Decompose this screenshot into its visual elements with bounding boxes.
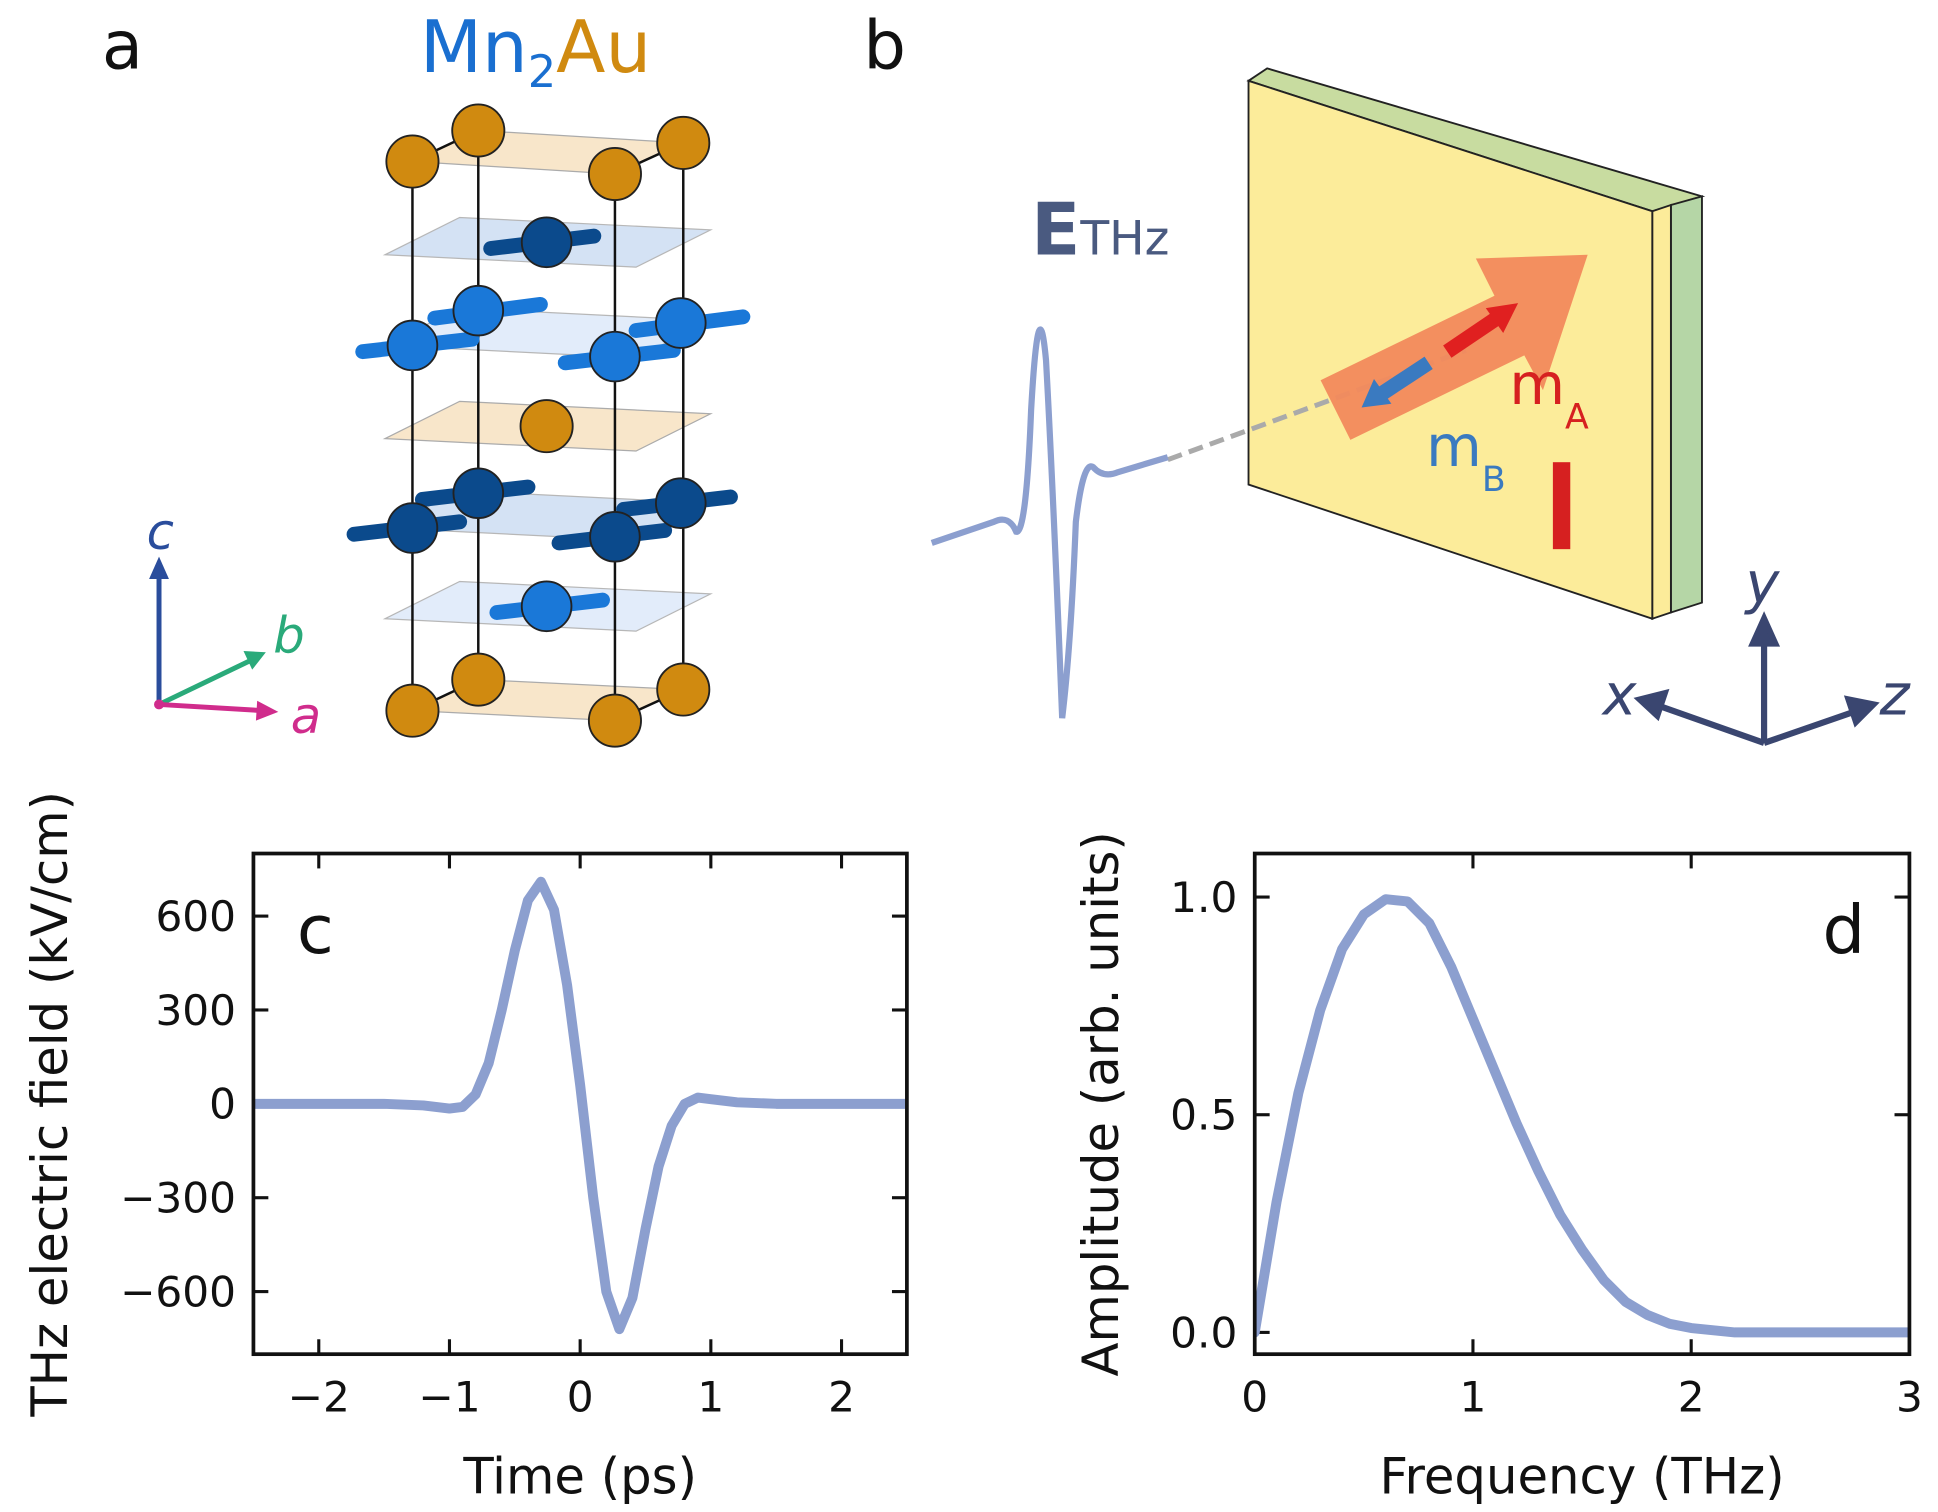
y-tick-label: 0.0 <box>1170 1308 1237 1357</box>
axis-label: x <box>1601 662 1638 728</box>
plot-area <box>253 876 907 1335</box>
x-axis-label: Frequency (THz) <box>1380 1447 1785 1505</box>
subscript: 2 <box>528 45 556 98</box>
mn-atom <box>452 467 505 520</box>
x-tick-label: 0 <box>1241 1372 1268 1421</box>
x-tick-label: 2 <box>1678 1372 1705 1421</box>
m-a-arrow <box>1443 311 1502 358</box>
mn: Mn <box>420 5 528 89</box>
crystal-axes <box>149 556 279 721</box>
arrowhead <box>1485 303 1519 333</box>
arrowhead <box>1843 695 1880 728</box>
film-side <box>1651 203 1672 621</box>
arrowhead <box>1748 611 1781 647</box>
chart: 0 1 2 3 0.0 0.5 1.0 Frequency (THz) Amplitude (a… <box>1072 831 1923 1505</box>
e: E <box>1031 188 1080 272</box>
lab-axes <box>1633 611 1880 746</box>
au-atom <box>587 693 642 748</box>
arrowhead <box>255 700 279 721</box>
y-axis-label: Amplitude (arb. units) <box>1072 831 1130 1376</box>
axis-label: b <box>273 606 305 664</box>
axis-label: c <box>147 503 174 561</box>
arrowhead <box>243 651 266 670</box>
panel-label: b <box>863 6 906 84</box>
panel-label: c <box>297 891 334 969</box>
panel-a: a Mn2Au <box>102 5 751 748</box>
x-tick-label: −2 <box>288 1372 350 1421</box>
panel-b: b ETHz mA mB x y z <box>863 6 1912 746</box>
x-tick-label: 1 <box>697 1372 724 1421</box>
y-tick-label: 1.0 <box>1170 873 1237 922</box>
data-line <box>253 876 907 1335</box>
au-atom <box>656 115 711 170</box>
beam-path <box>1166 348 1467 463</box>
data-line <box>1254 894 1910 1338</box>
marker <box>1552 462 1571 550</box>
y-tick-label: 0 <box>209 1080 236 1129</box>
origin <box>154 699 164 710</box>
m: m <box>1509 352 1565 418</box>
arrowhead <box>1361 378 1392 408</box>
y-tick-label: −600 <box>120 1267 236 1316</box>
x-tick-label: −1 <box>418 1372 480 1421</box>
mn-atom <box>452 284 505 337</box>
arrowhead <box>149 556 169 579</box>
mn-atom <box>655 297 707 349</box>
axis-x <box>1657 702 1766 746</box>
au-atom <box>656 662 711 717</box>
y-tick-label: 300 <box>155 986 236 1035</box>
panel-label: a <box>102 6 143 84</box>
au-atom <box>587 146 642 201</box>
thz: THz <box>1079 212 1169 267</box>
au-atom <box>451 652 506 707</box>
atoms <box>385 103 711 748</box>
substrate-side <box>1669 195 1703 614</box>
axis-label: z <box>1879 662 1912 728</box>
m-b-label: mB <box>1426 414 1506 500</box>
m-b-arrow <box>1377 356 1433 401</box>
thz-pulse <box>930 326 1169 719</box>
x-axis-label: Time (ps) <box>462 1447 697 1505</box>
m: m <box>1426 414 1482 480</box>
mn-atom <box>386 319 439 372</box>
au: Au <box>556 5 651 89</box>
au-atom <box>385 134 440 189</box>
x-tick-label: 1 <box>1460 1372 1487 1421</box>
formula: Mn2Au <box>420 5 651 98</box>
x-tick-label: 0 <box>567 1372 594 1421</box>
mn-atom <box>520 580 573 633</box>
mn-atom <box>589 330 641 383</box>
plot-frame <box>1252 851 1912 1357</box>
axis-a <box>158 701 264 714</box>
mn-atom <box>589 510 641 563</box>
panel-label: d <box>1822 891 1865 969</box>
y-tick-label: 600 <box>155 892 236 941</box>
x-tick-label: 3 <box>1896 1372 1923 1421</box>
sub: B <box>1482 460 1506 500</box>
arrowhead <box>1633 688 1670 722</box>
x-tick-label: 2 <box>828 1372 855 1421</box>
mn-atom <box>520 216 573 269</box>
m-a-label: mA <box>1509 352 1589 438</box>
au-atom <box>519 399 574 454</box>
y-tick-label: 0.5 <box>1170 1091 1237 1140</box>
mn-atom <box>386 502 439 554</box>
au-atom <box>385 683 440 738</box>
plot-frame <box>251 851 909 1357</box>
axis-b <box>157 656 256 707</box>
plot-area <box>1254 894 1910 1338</box>
axis-label: y <box>1743 551 1780 617</box>
field-label: ETHz <box>1031 188 1169 272</box>
au-atom <box>451 103 506 158</box>
axis-z <box>1763 707 1859 746</box>
y-tick-label: −300 <box>120 1174 236 1223</box>
chart: −2 −1 0 1 2 −600 −300 0 300 600 Time (ps) THz elect… <box>21 791 909 1505</box>
axis-label: a <box>291 687 321 745</box>
y-axis-label: THz electric field (kV/cm) <box>21 791 79 1418</box>
mn-atom <box>655 477 707 529</box>
sub: A <box>1565 398 1589 438</box>
